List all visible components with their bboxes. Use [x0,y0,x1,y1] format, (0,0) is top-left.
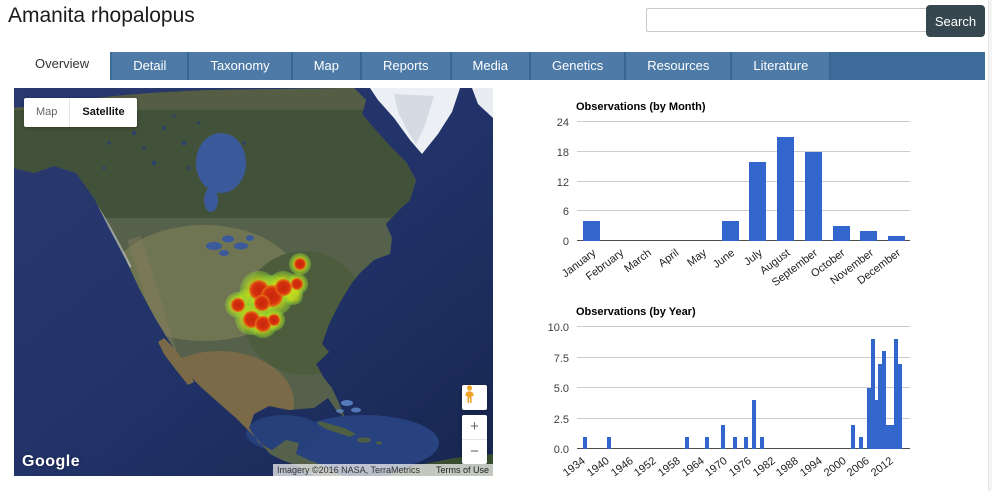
heatmap-map[interactable]: Map Satellite + − Google Imagery ©2016 N… [14,88,493,476]
bar-january [582,221,600,241]
pegman-button[interactable] [462,385,487,410]
satellite-map-image [14,88,493,476]
bar-september [804,151,822,241]
gridline [577,210,910,212]
pegman-icon [465,385,474,403]
chart-title: Observations (by Month) [576,101,706,113]
bar-1961 [685,436,690,449]
gridline [577,180,910,182]
bar-1976 [744,436,749,449]
tab-reports[interactable]: Reports [361,52,452,80]
observations-by-year-chart: Observations (by Year) 0.0 2.5 5.0 7.5 10.0 … [540,300,988,490]
chart-x-axis-labels: January February March April May June July Augu… [559,247,904,289]
bar-october [832,226,850,241]
y-axis-label: 7.5 [553,352,569,365]
chart-plot-area: 0 6 12 18 24 [557,117,910,248]
map-view-button[interactable]: Map [24,98,71,127]
map-type-control: Map Satellite [24,98,137,127]
bar-2011 [882,351,887,449]
bar-1966 [705,436,710,449]
zoom-in-button[interactable]: + [462,415,487,440]
y-axis-label: 2.5 [553,413,569,426]
bar-2015 [898,363,903,449]
bar-1941 [606,436,611,449]
gridline [577,448,910,449]
bar-1970 [720,424,725,449]
bar-december [888,236,906,241]
map-zoom-control: + − [462,415,487,464]
y-axis-label: 12 [556,176,569,189]
tab-literature[interactable]: Literature [732,52,832,80]
bar-2014 [894,339,899,449]
gridline [577,326,910,327]
bar-november [860,231,878,241]
chart-x-axis-labels: 1934 1940 1946 1952 1958 1964 1970 1976 1982 1988… [561,455,896,480]
y-axis-label: 10.0 [547,322,569,334]
map-attribution: Imagery ©2016 NASA, TerraMetrics Terms of… [272,464,493,476]
page-title: Amanita rhopalopus [8,4,195,27]
y-axis-label: 18 [556,146,569,159]
bar-2005 [858,436,863,449]
gridline [577,121,910,122]
google-logo[interactable]: Google [22,453,81,470]
bar-1973 [732,436,737,449]
tab-taxonomy[interactable]: Taxonomy [189,52,293,80]
observations-by-month-chart: Observations (by Month) 0 6 12 18 24 January… [540,95,988,295]
bar-2009 [874,400,879,449]
bar-1978 [752,400,757,449]
bar-2008 [870,339,875,449]
tab-media[interactable]: Media [451,52,531,80]
tab-genetics[interactable]: Genetics [530,52,627,80]
search-button[interactable]: Search [926,5,985,37]
bar-2010 [878,363,883,449]
gridline [577,417,910,419]
y-axis-label: 0.0 [553,444,569,456]
scrollbar[interactable] [988,0,992,491]
bar-2007 [866,388,871,449]
y-axis-label: 0 [562,236,569,248]
hudson-bay-and-lakes [196,133,254,256]
tab-resources[interactable]: Resources [626,52,733,80]
chart-plot-area: 0.0 2.5 5.0 7.5 10.0 [548,322,910,456]
greenland [370,88,493,154]
bar-1980 [760,436,765,449]
tab-list: Overview Detail Taxonomy Map Reports Media Gen… [14,47,985,80]
imagery-credit: Imagery ©2016 NASA, TerraMetrics [276,465,420,475]
gridline [577,387,910,388]
tab-detail[interactable]: Detail [112,52,190,80]
y-axis-label: 6 [562,206,569,219]
terms-of-use-link[interactable]: Terms of Use [435,465,489,475]
bar-june [721,221,739,241]
bar-august [777,136,795,241]
y-axis-label: 5.0 [553,383,569,395]
gridline [577,356,910,358]
y-axis-label: 24 [556,117,569,129]
zoom-out-button[interactable]: − [470,443,479,460]
satellite-view-button[interactable]: Satellite [82,106,125,118]
gulf-of-mexico [246,415,322,451]
tab-bar: Overview Detail Taxonomy Map Reports Media Gen… [14,47,985,80]
gridline [577,240,910,241]
tab-overview[interactable]: Overview [14,47,111,80]
tab-map[interactable]: Map [292,52,362,80]
caribbean-islands [318,400,382,445]
bar-2003 [850,424,855,449]
gridline [577,150,910,152]
chart-title: Observations (by Year) [576,306,696,318]
search-input[interactable] [646,8,930,32]
bar-july [749,161,767,241]
bar-2013 [890,424,895,449]
bar-2012 [886,424,891,449]
bar-1935 [582,436,587,449]
